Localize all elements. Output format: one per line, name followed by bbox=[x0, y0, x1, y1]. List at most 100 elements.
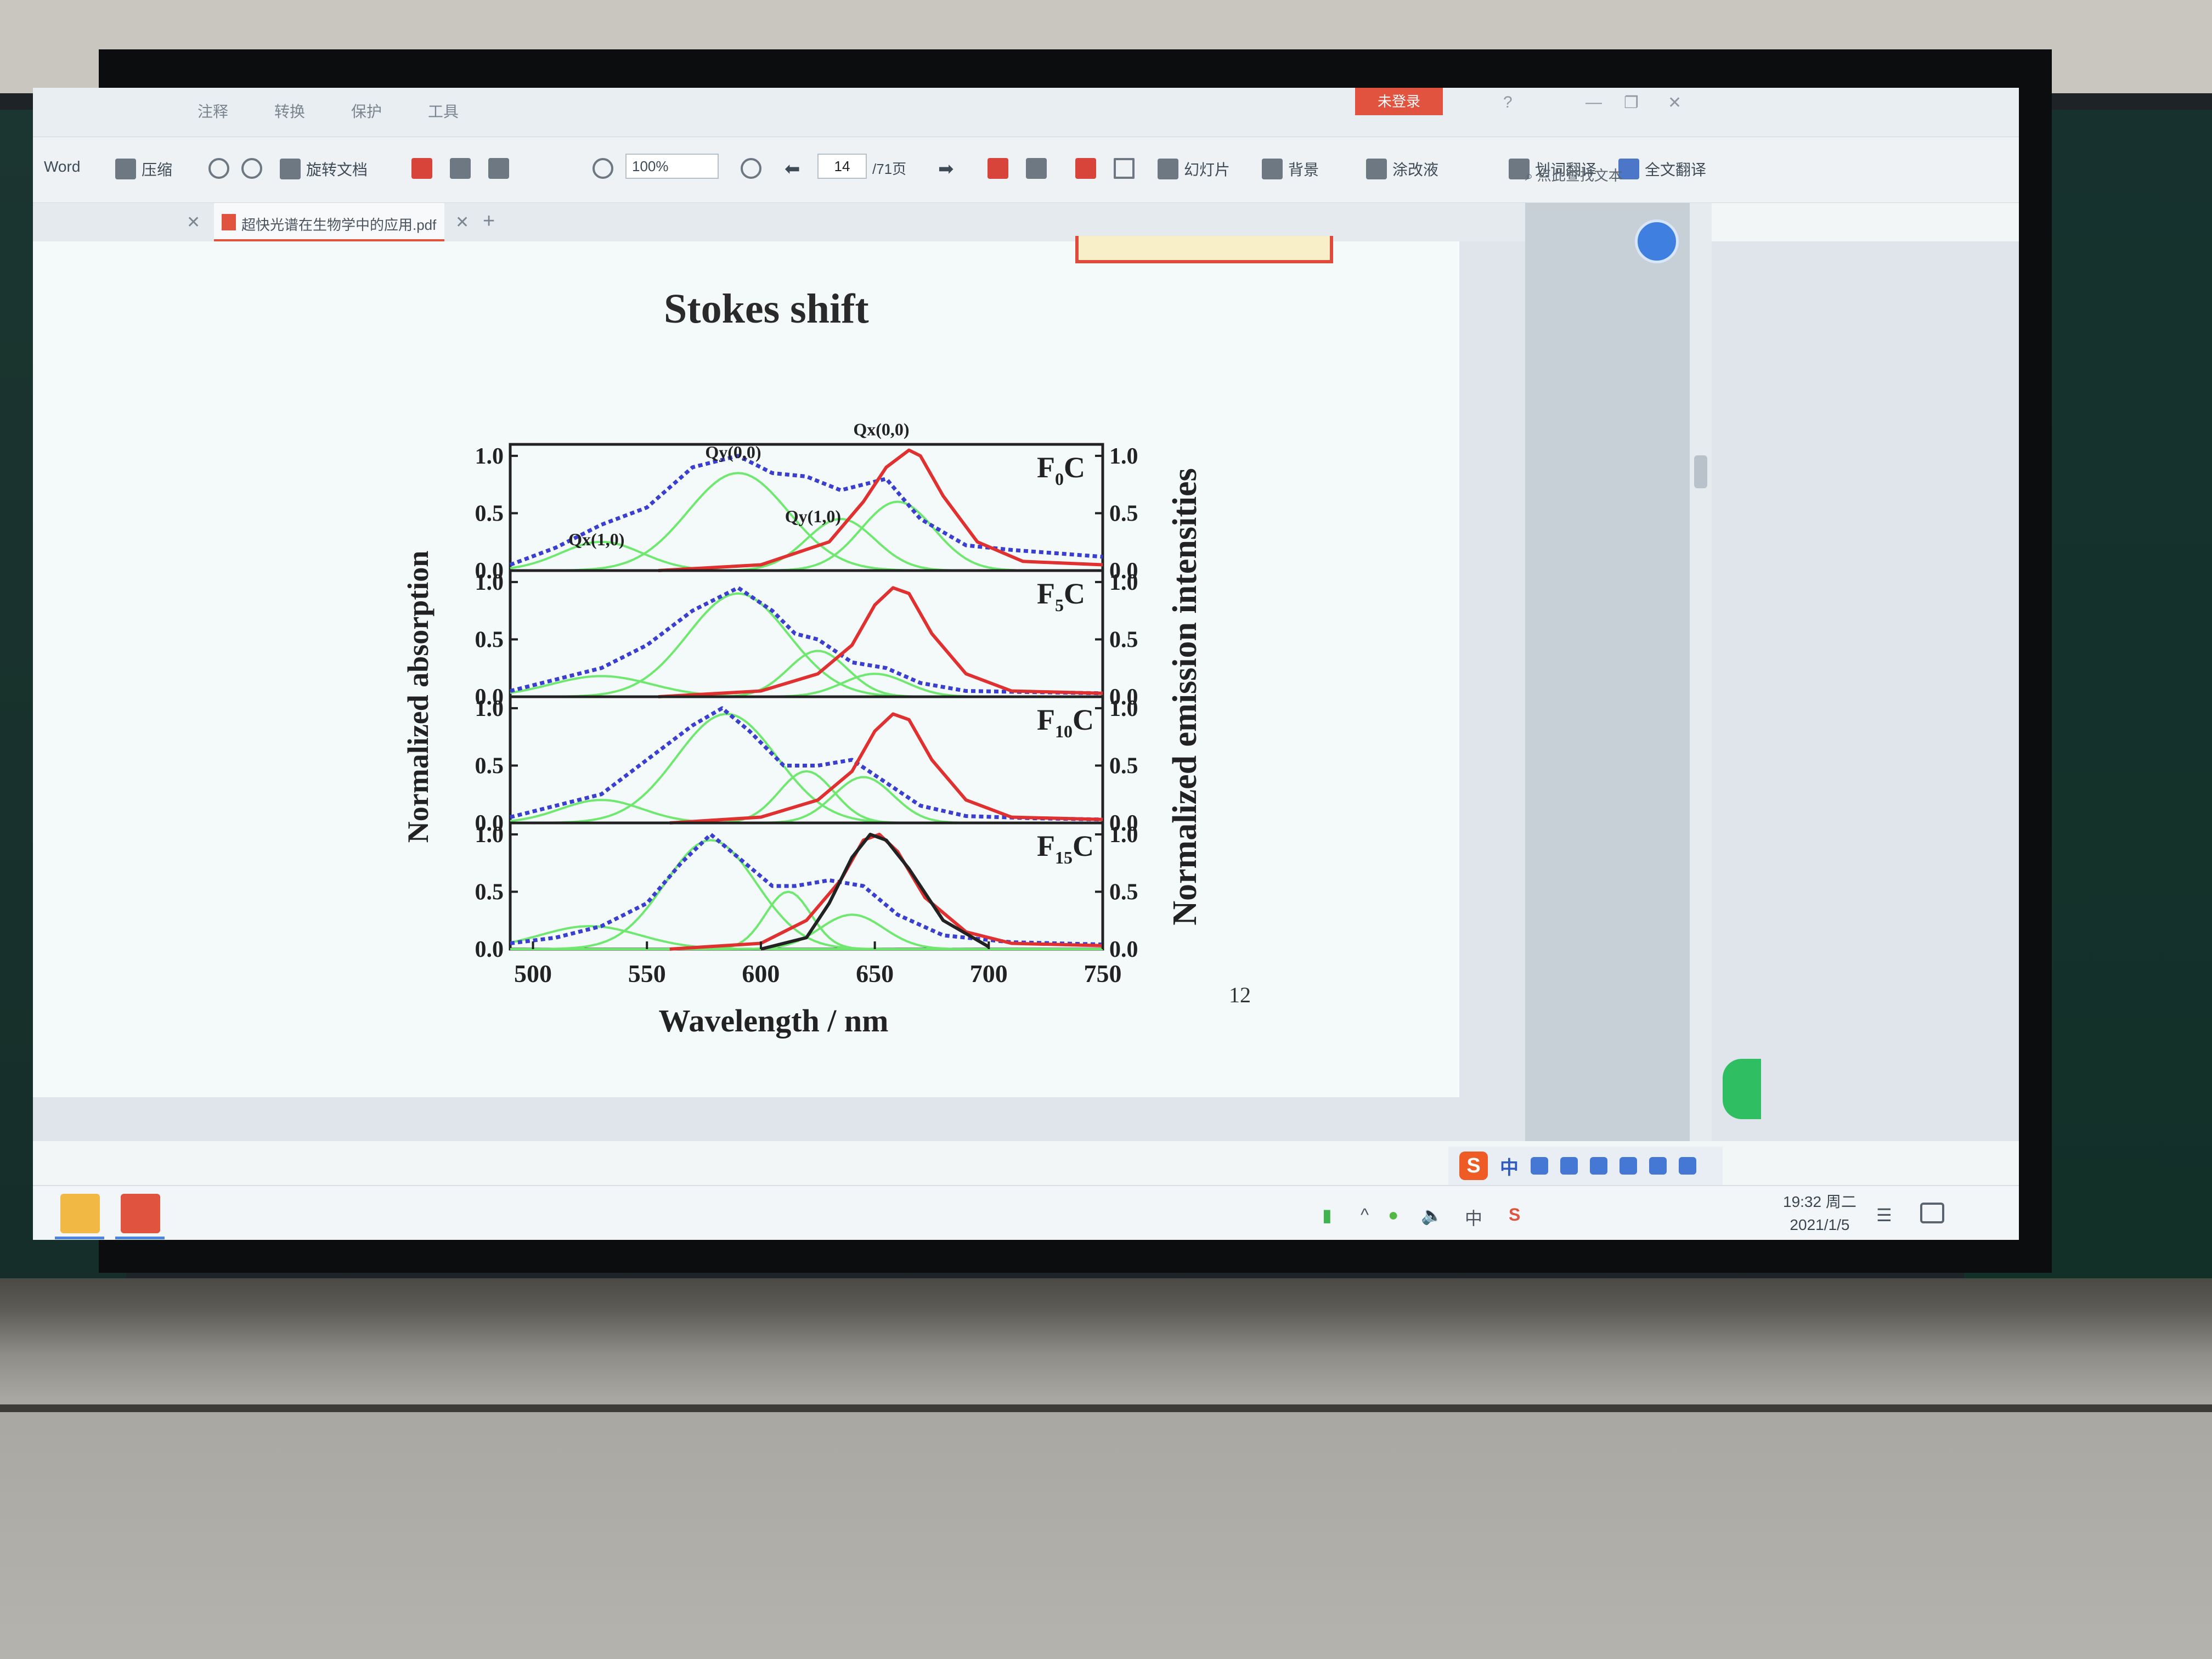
rotate-left-button[interactable] bbox=[208, 158, 229, 179]
previous-page-button[interactable]: ⬅ bbox=[785, 158, 800, 180]
toolbox-icon[interactable] bbox=[1679, 1157, 1696, 1175]
y-tick-label-left: 1.0 bbox=[475, 444, 504, 469]
pdf-reader-taskbar-icon[interactable] bbox=[121, 1194, 160, 1233]
close-previous-tab-icon[interactable]: ✕ bbox=[187, 213, 201, 232]
security-icon[interactable]: ● bbox=[1388, 1205, 1399, 1224]
compress-button[interactable]: 压缩 bbox=[115, 158, 172, 180]
translate-icon bbox=[1509, 159, 1530, 179]
arrow-left-icon: ⬅ bbox=[785, 159, 800, 179]
battery-icon[interactable]: ▮ bbox=[1322, 1205, 1332, 1225]
search-icon: ⌕ bbox=[1525, 167, 1537, 184]
screenshot-button[interactable] bbox=[1075, 158, 1096, 179]
rotate-right-button[interactable] bbox=[241, 158, 262, 179]
login-button[interactable]: 未登录 bbox=[1355, 88, 1443, 115]
full-translate-button[interactable]: 全文翻译 bbox=[1618, 158, 1706, 180]
menu-item-tools[interactable]: 工具 bbox=[428, 103, 459, 120]
restore-button[interactable]: ❐ bbox=[1624, 94, 1639, 112]
toolbar: Word 压缩 旋转文档 100% bbox=[33, 137, 2019, 203]
menu-item-protect[interactable]: 保护 bbox=[351, 103, 382, 120]
rotate-document-button[interactable]: 旋转文档 bbox=[280, 158, 368, 180]
spectral-band-annotation: Qy(1,0) bbox=[785, 506, 841, 526]
keyboard-icon[interactable] bbox=[1620, 1157, 1637, 1175]
layout-icon bbox=[1026, 158, 1047, 179]
ime-mode-label[interactable]: 中 bbox=[1500, 1157, 1519, 1178]
close-window-button[interactable]: ✕ bbox=[1668, 94, 1682, 112]
ime-indicator[interactable]: 中 bbox=[1465, 1209, 1483, 1228]
notification-icon[interactable] bbox=[1920, 1203, 1944, 1223]
x-tick-label: 700 bbox=[970, 960, 1008, 988]
y-tick-label-right: 0.5 bbox=[1109, 753, 1138, 778]
pdf-page: Stokes shift 0.0 0.0 0.5 0.5 1.0 1.0 F0C Qy(0,0… bbox=[33, 236, 1459, 1097]
find-text-input[interactable]: ⌕ 点此查找文本 bbox=[1525, 165, 1623, 185]
read-mode-button[interactable] bbox=[988, 158, 1008, 179]
full-translate-icon bbox=[1618, 159, 1639, 179]
y-tick-label-right: 1.0 bbox=[1109, 696, 1138, 721]
word-label: Word bbox=[44, 158, 81, 175]
tab-pdf-document[interactable]: 超快光谱在生物学中的应用.pdf bbox=[214, 203, 444, 241]
y-tick-label-left: 0.0 bbox=[475, 937, 504, 962]
background-icon bbox=[1262, 159, 1283, 179]
compress-icon bbox=[115, 159, 136, 179]
y-axis-label-left: Normalized absorption bbox=[402, 551, 435, 843]
x-axis-label: Wavelength / nm bbox=[659, 1003, 889, 1039]
zoom-in-icon bbox=[741, 158, 761, 179]
slideshow-button[interactable]: 幻灯片 bbox=[1158, 158, 1230, 180]
punctuation-icon[interactable] bbox=[1531, 1157, 1548, 1175]
clock[interactable]: 19:32 周二 2021/1/5 bbox=[1783, 1190, 1857, 1237]
correction-fluid-button[interactable]: 涂改液 bbox=[1366, 158, 1438, 180]
layout-button[interactable] bbox=[1026, 158, 1047, 179]
help-icon[interactable]: ? bbox=[1503, 93, 1513, 111]
skin-icon[interactable] bbox=[1649, 1157, 1667, 1175]
scrollbar-thumb[interactable] bbox=[1694, 455, 1707, 488]
two-page-button[interactable] bbox=[450, 158, 471, 179]
rotate-left-icon bbox=[208, 158, 229, 179]
floating-tool-button[interactable] bbox=[1635, 219, 1679, 263]
fullscreen-button[interactable] bbox=[1114, 158, 1135, 179]
word-translate-button[interactable]: 划词翻译 bbox=[1509, 158, 1596, 180]
next-page-button[interactable]: ➡ bbox=[938, 158, 954, 180]
stokes-shift-chart: 0.0 0.0 0.5 0.5 1.0 1.0 F0C Qy(0,0) Qx(1,0) Qx(0,… bbox=[402, 419, 1204, 1039]
background-button[interactable]: 背景 bbox=[1262, 158, 1319, 180]
y-tick-label-left: 1.0 bbox=[475, 570, 504, 595]
vertical-scrollbar[interactable] bbox=[1690, 203, 1712, 1141]
zoom-in-button[interactable] bbox=[741, 158, 761, 179]
y-axis-label-right: Normalized emission intensities bbox=[1166, 468, 1204, 926]
emoji-icon[interactable] bbox=[1560, 1157, 1578, 1175]
new-tab-button[interactable]: + bbox=[483, 210, 495, 233]
y-tick-label-right: 0.0 bbox=[1109, 811, 1138, 836]
rotate-document-icon bbox=[280, 159, 301, 179]
y-tick-label-right: 1.0 bbox=[1109, 822, 1138, 848]
close-tab-icon[interactable]: ✕ bbox=[455, 213, 470, 232]
page-number-input[interactable]: 14 bbox=[817, 154, 867, 179]
file-explorer-icon[interactable] bbox=[60, 1194, 100, 1233]
notes-icon[interactable]: ☰ bbox=[1876, 1205, 1892, 1225]
volume-icon[interactable]: 🔈 bbox=[1421, 1205, 1443, 1225]
side-assistant-button[interactable] bbox=[1723, 1059, 1761, 1119]
y-tick-label-left: 0.5 bbox=[475, 879, 504, 905]
minimize-button[interactable]: — bbox=[1585, 93, 1602, 111]
zoom-select[interactable]: 100% bbox=[625, 154, 719, 179]
single-page-button[interactable] bbox=[411, 158, 432, 179]
x-tick-label: 550 bbox=[628, 960, 666, 988]
y-tick-label-left: 0.0 bbox=[475, 685, 504, 710]
single-page-icon bbox=[411, 158, 432, 179]
correction-fluid-label: 涂改液 bbox=[1392, 161, 1439, 178]
continuous-button[interactable] bbox=[488, 158, 509, 179]
menu-item-annotate[interactable]: 注释 bbox=[198, 103, 229, 120]
to-word-button[interactable]: Word bbox=[44, 158, 80, 176]
panel-frame bbox=[509, 821, 1104, 951]
absorption-series-line bbox=[510, 832, 1103, 947]
zoom-out-icon bbox=[592, 158, 613, 179]
sogou-logo-icon[interactable]: S bbox=[1459, 1152, 1488, 1180]
microphone-icon[interactable] bbox=[1590, 1157, 1607, 1175]
menu-item-convert[interactable]: 转换 bbox=[274, 103, 306, 120]
taskbar: ▮ ^ ● 🔈 中 S 19:32 周二 2021/1/5 ☰ bbox=[33, 1185, 2019, 1240]
sogou-tray-icon[interactable]: S bbox=[1509, 1205, 1521, 1224]
x-tick-label: 600 bbox=[742, 960, 780, 988]
panel-label: F10C bbox=[1037, 703, 1094, 741]
zoom-out-button[interactable] bbox=[592, 158, 613, 179]
find-text-placeholder: 点此查找文本 bbox=[1537, 167, 1623, 184]
screenshot-icon bbox=[1075, 158, 1096, 179]
chevron-up-icon[interactable]: ^ bbox=[1361, 1205, 1369, 1224]
x-tick-label: 750 bbox=[1084, 960, 1122, 988]
